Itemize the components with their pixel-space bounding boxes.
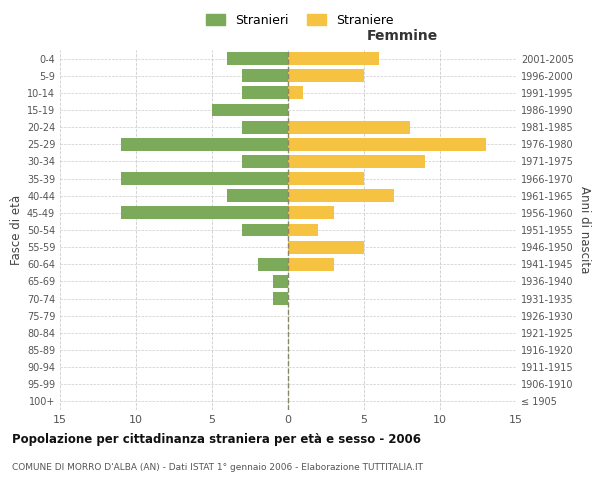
- Bar: [121, 172, 288, 185]
- Bar: [288, 155, 425, 168]
- Text: Popolazione per cittadinanza straniera per età e sesso - 2006: Popolazione per cittadinanza straniera p…: [12, 432, 421, 446]
- Bar: [288, 120, 410, 134]
- Legend: Stranieri, Straniere: Stranieri, Straniere: [202, 8, 398, 32]
- Bar: [288, 52, 379, 65]
- Bar: [288, 240, 364, 254]
- Bar: [242, 120, 288, 134]
- Bar: [257, 258, 288, 270]
- Bar: [242, 70, 288, 82]
- Bar: [121, 206, 288, 220]
- Bar: [288, 190, 394, 202]
- Bar: [227, 52, 288, 65]
- Bar: [242, 86, 288, 100]
- Y-axis label: Fasce di età: Fasce di età: [10, 195, 23, 265]
- Bar: [288, 70, 364, 82]
- Bar: [273, 292, 288, 305]
- Bar: [242, 155, 288, 168]
- Bar: [273, 275, 288, 288]
- Bar: [227, 190, 288, 202]
- Text: COMUNE DI MORRO D'ALBA (AN) - Dati ISTAT 1° gennaio 2006 - Elaborazione TUTTITAL: COMUNE DI MORRO D'ALBA (AN) - Dati ISTAT…: [12, 462, 423, 471]
- Text: Femmine: Femmine: [367, 29, 437, 43]
- Y-axis label: Anni di nascita: Anni di nascita: [578, 186, 591, 274]
- Bar: [288, 206, 334, 220]
- Bar: [121, 138, 288, 150]
- Bar: [288, 258, 334, 270]
- Bar: [288, 224, 319, 236]
- Bar: [288, 172, 364, 185]
- Bar: [288, 86, 303, 100]
- Bar: [212, 104, 288, 117]
- Bar: [242, 224, 288, 236]
- Bar: [288, 138, 485, 150]
